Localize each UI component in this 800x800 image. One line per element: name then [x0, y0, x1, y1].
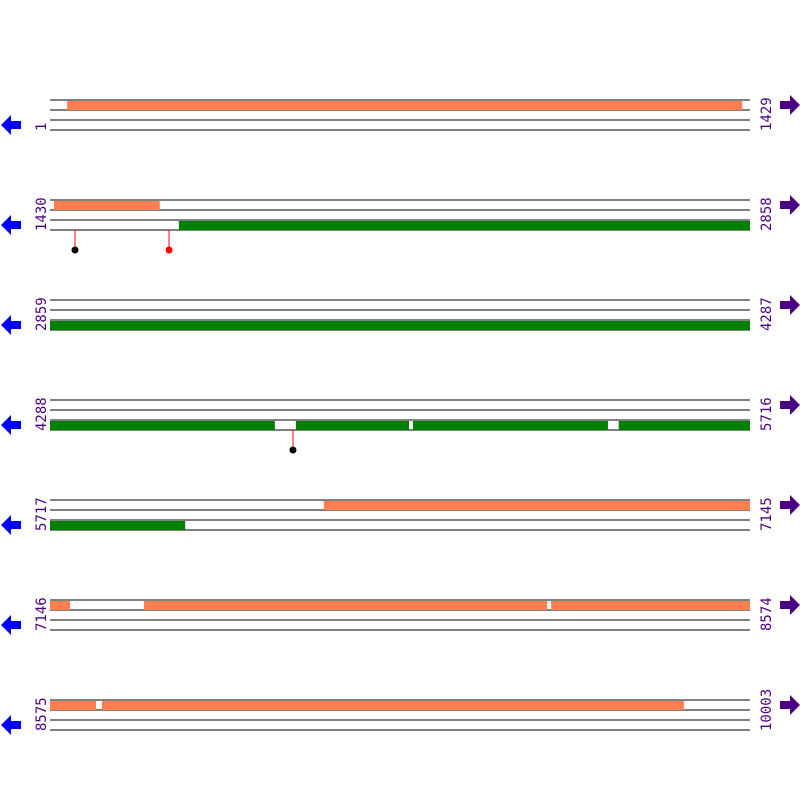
row-end-label: 8574 [759, 597, 775, 631]
arrow-left-icon [1, 515, 21, 535]
arrow-left-icon [1, 315, 21, 335]
forward-feature [144, 601, 548, 610]
map-row: 1430 2858 [1, 195, 800, 254]
map-row: 5717 7145 [1, 495, 800, 535]
arrow-right-icon [780, 195, 800, 215]
arrow-left-icon [1, 615, 21, 635]
forward-feature [101, 701, 684, 710]
row-end-label: 1429 [759, 97, 775, 131]
reverse-feature [618, 421, 750, 430]
row-end-label: 5716 [759, 397, 775, 431]
arrow-right-icon [780, 95, 800, 115]
arrow-left-icon [1, 715, 21, 735]
forward-feature [323, 501, 750, 510]
arrow-left-icon [1, 215, 21, 235]
forward-feature [53, 201, 160, 210]
map-row: 7146 8574 [1, 595, 800, 635]
marker-dot [289, 446, 297, 454]
row-end-label: 2858 [759, 197, 775, 231]
forward-feature [50, 701, 97, 710]
row-end-label: 7145 [759, 497, 775, 531]
row-start-label: 2859 [34, 297, 50, 331]
map-row: 2859 4287 [1, 295, 800, 335]
forward-feature [50, 601, 71, 610]
row-end-label: 10003 [759, 689, 775, 731]
reverse-feature [50, 321, 750, 330]
arrow-right-icon [780, 395, 800, 415]
map-row: 4288 5716 [1, 395, 800, 454]
arrow-left-icon [1, 415, 21, 435]
row-start-label: 4288 [34, 397, 50, 431]
reverse-feature [50, 521, 186, 530]
map-row: 8575 10003 [1, 689, 800, 735]
row-start-label: 1 [34, 123, 50, 131]
forward-feature [67, 101, 743, 110]
row-end-label: 4287 [759, 297, 775, 331]
reverse-feature [295, 421, 410, 430]
forward-feature [551, 601, 750, 610]
reverse-feature [178, 221, 750, 230]
marker-dot [165, 246, 173, 254]
row-start-label: 8575 [34, 697, 50, 731]
arrow-right-icon [780, 495, 800, 515]
map-row: 1 1429 [1, 95, 800, 135]
row-start-label: 7146 [34, 597, 50, 631]
arrow-left-icon [1, 115, 21, 135]
reverse-feature [412, 421, 608, 430]
row-start-label: 1430 [34, 197, 50, 231]
reverse-feature [50, 421, 275, 430]
arrow-right-icon [780, 695, 800, 715]
arrow-right-icon [780, 595, 800, 615]
marker-dot [71, 246, 79, 254]
arrow-right-icon [780, 295, 800, 315]
row-start-label: 5717 [34, 497, 50, 531]
